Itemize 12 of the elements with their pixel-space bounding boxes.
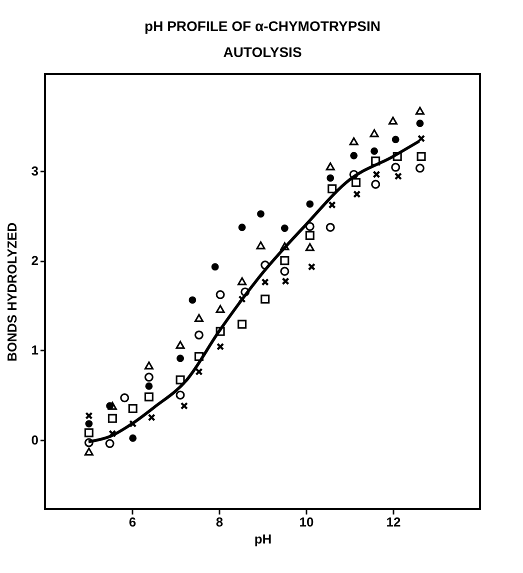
x-axis-title: pH xyxy=(254,532,272,546)
x-tick-label: 12 xyxy=(386,514,401,530)
text: AUTOLYSIS xyxy=(223,44,302,60)
x-tick-label: 6 xyxy=(128,514,136,530)
x-tick-label: 10 xyxy=(299,514,314,530)
y-tick-label: 2 xyxy=(31,253,38,268)
x-tick-label: 8 xyxy=(216,514,224,530)
text: pH PROFILE OF α-CHYMOTRYPSIN xyxy=(144,18,380,34)
y-tick-label: 3 xyxy=(31,163,38,178)
y-axis-title: BONDS HYDROLYZED xyxy=(4,222,20,362)
y-tick-label: 1 xyxy=(31,342,38,358)
y-tick-label: 0 xyxy=(31,432,38,448)
